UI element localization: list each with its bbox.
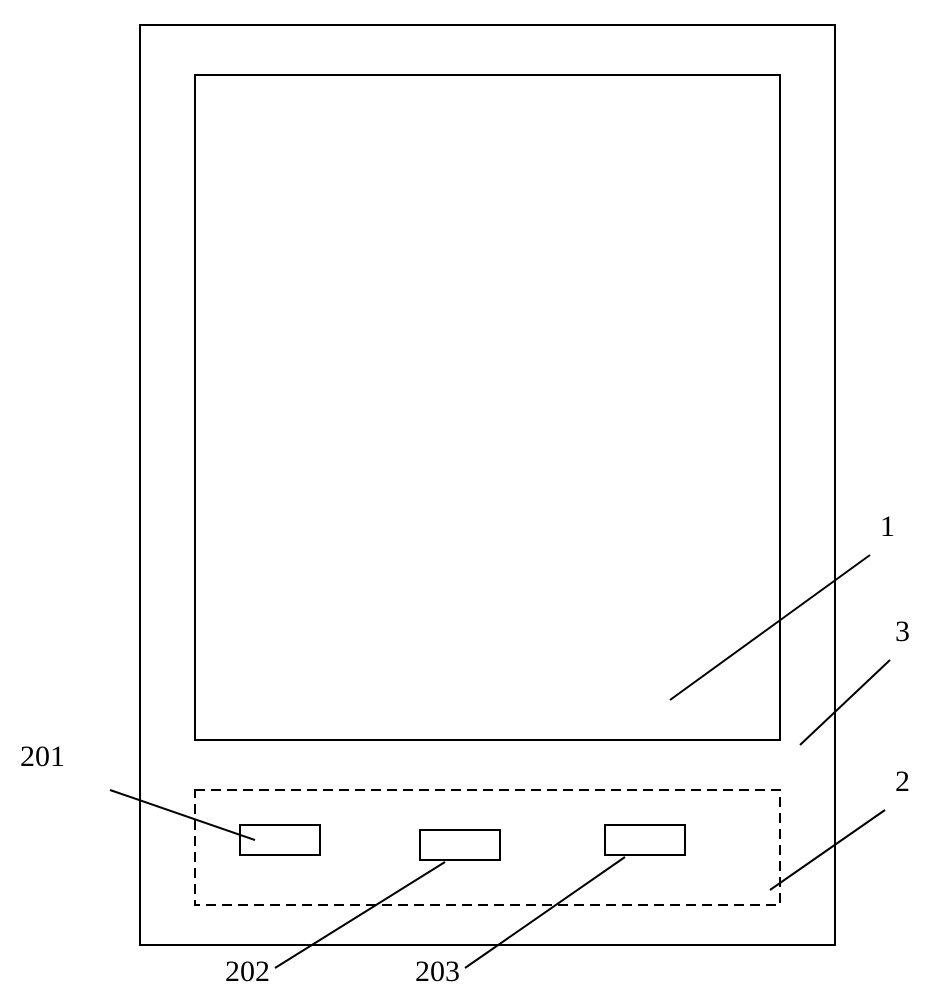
key-203-rect: [605, 825, 685, 855]
callout-label-202: 202: [225, 955, 270, 989]
leader-line-1: [670, 555, 870, 700]
key-202-rect: [420, 830, 500, 860]
inner-screen-rect: [195, 75, 780, 740]
callout-label-3: 3: [895, 615, 910, 649]
callout-label-2: 2: [895, 765, 910, 799]
callout-label-203: 203: [415, 955, 460, 989]
diagram-canvas: [0, 0, 951, 1000]
leader-line-2: [770, 810, 885, 890]
callout-label-1: 1: [880, 510, 895, 544]
callout-label-201: 201: [20, 740, 65, 774]
leader-line-203: [465, 857, 625, 968]
leader-line-201: [110, 790, 255, 840]
key-group-rect: [195, 790, 780, 905]
leader-lines-group: [110, 555, 890, 968]
leader-line-3: [800, 660, 890, 745]
outer-device-rect: [140, 25, 835, 945]
leader-line-202: [275, 862, 445, 968]
